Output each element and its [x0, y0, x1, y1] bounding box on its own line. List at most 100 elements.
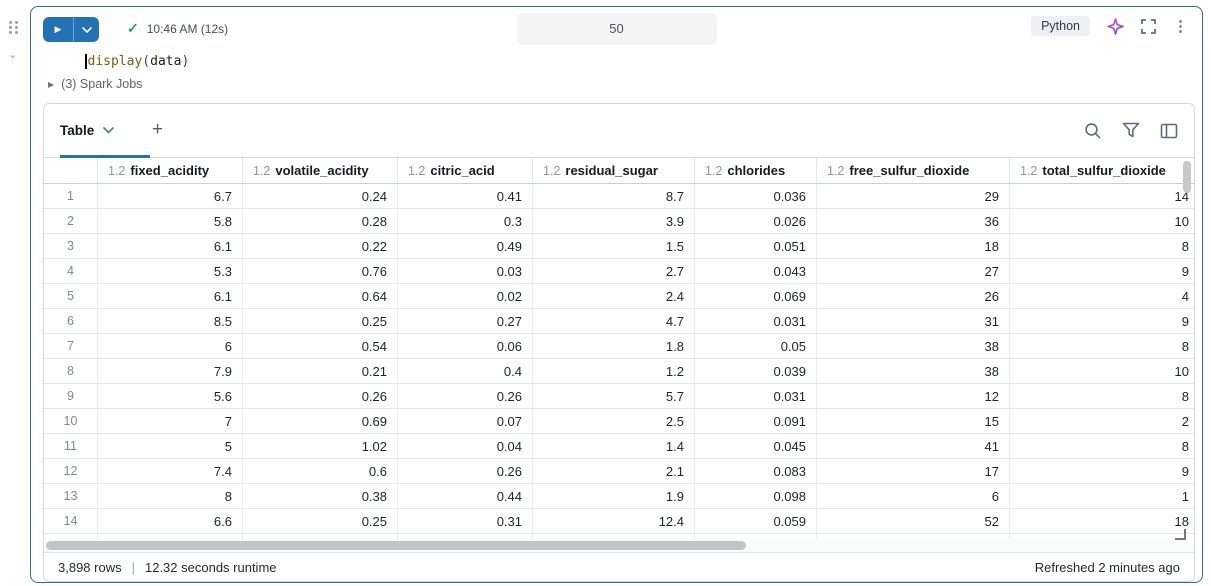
table-row[interactable]: 3 6.1 0.22 0.49 1.5 0.051 18 8 — [44, 234, 1194, 259]
table-cell[interactable]: 0.06 — [398, 334, 533, 358]
table-cell[interactable]: 9 — [1010, 259, 1194, 283]
table-cell[interactable]: 8 — [1010, 234, 1194, 258]
table-cell[interactable]: 0.38 — [243, 484, 398, 508]
column-header-volatile_acidity[interactable]: 1.2 volatile_acidity — [243, 158, 398, 183]
row-number-cell[interactable]: 5 — [44, 284, 98, 308]
table-cell[interactable]: 8.5 — [98, 309, 243, 333]
table-cell[interactable]: 5.8 — [98, 209, 243, 233]
table-cell[interactable]: 0.036 — [695, 184, 817, 208]
table-cell[interactable]: 5 — [98, 434, 243, 458]
table-cell[interactable]: 7 — [98, 409, 243, 433]
table-cell[interactable]: 9 — [1010, 309, 1194, 333]
language-selector[interactable]: Python — [1031, 16, 1090, 36]
table-cell[interactable]: 0.03 — [398, 259, 533, 283]
row-number-cell[interactable]: 1 — [44, 184, 98, 208]
table-cell[interactable]: 3.9 — [533, 209, 695, 233]
results-resize-handle[interactable] — [1175, 529, 1186, 540]
table-cell[interactable]: 0.28 — [243, 209, 398, 233]
table-cell[interactable]: 1.2 — [533, 359, 695, 383]
fullscreen-icon[interactable] — [1141, 18, 1156, 34]
table-cell[interactable]: 6 — [817, 484, 1010, 508]
table-cell[interactable]: 1.9 — [533, 484, 695, 508]
table-row[interactable]: 7 6 0.54 0.06 1.8 0.05 38 8 — [44, 334, 1194, 359]
table-cell[interactable]: 1.02 — [243, 434, 398, 458]
table-cell[interactable]: 0.26 — [398, 384, 533, 408]
table-cell[interactable]: 38 — [817, 359, 1010, 383]
table-cell[interactable]: 0.3 — [398, 209, 533, 233]
table-cell[interactable]: 17 — [817, 459, 1010, 483]
table-cell[interactable]: 0.4 — [398, 359, 533, 383]
drag-handle-icon[interactable] — [9, 21, 18, 34]
table-cell[interactable]: 0.091 — [695, 409, 817, 433]
table-cell[interactable]: 2 — [1010, 409, 1194, 433]
table-cell[interactable]: 0.24 — [243, 184, 398, 208]
row-number-cell[interactable]: 6 — [44, 309, 98, 333]
table-row[interactable]: 14 6.6 0.25 0.31 12.4 0.059 52 18 — [44, 509, 1194, 534]
table-cell[interactable]: 41 — [817, 434, 1010, 458]
table-cell[interactable]: 8 — [1010, 434, 1194, 458]
table-cell[interactable]: 0.44 — [398, 484, 533, 508]
table-cell[interactable]: 29 — [817, 184, 1010, 208]
row-number-cell[interactable]: 9 — [44, 384, 98, 408]
row-number-cell[interactable]: 7 — [44, 334, 98, 358]
table-cell[interactable]: 4 — [1010, 284, 1194, 308]
table-cell[interactable]: 2.4 — [533, 284, 695, 308]
table-cell[interactable]: 0.25 — [243, 309, 398, 333]
table-cell[interactable]: 7.4 — [98, 459, 243, 483]
table-cell[interactable]: 0.26 — [398, 459, 533, 483]
table-cell[interactable]: 2.7 — [533, 259, 695, 283]
table-cell[interactable]: 6.1 — [98, 284, 243, 308]
table-cell[interactable]: 0.31 — [398, 509, 533, 533]
table-cell[interactable]: 8.7 — [533, 184, 695, 208]
table-cell[interactable]: 0.21 — [243, 359, 398, 383]
table-cell[interactable]: 0.49 — [398, 234, 533, 258]
table-cell[interactable]: 18 — [1010, 509, 1194, 533]
table-cell[interactable]: 6.6 — [98, 509, 243, 533]
search-icon[interactable] — [1084, 122, 1102, 140]
play-icon[interactable]: ▶ — [54, 24, 62, 34]
table-cell[interactable]: 1.5 — [533, 234, 695, 258]
table-cell[interactable]: 0.031 — [695, 309, 817, 333]
table-row[interactable]: 13 8 0.38 0.44 1.9 0.098 6 1 — [44, 484, 1194, 509]
row-number-cell[interactable]: 3 — [44, 234, 98, 258]
table-cell[interactable]: 0.26 — [243, 384, 398, 408]
collapse-cell-chevron-icon[interactable]: ⌄ — [8, 49, 18, 61]
table-cell[interactable]: 0.69 — [243, 409, 398, 433]
row-number-cell[interactable]: 8 — [44, 359, 98, 383]
table-cell[interactable]: 0.27 — [398, 309, 533, 333]
add-visualization-button[interactable]: + — [152, 119, 164, 140]
side-panel-icon[interactable] — [1160, 123, 1178, 139]
tab-options-chevron-icon[interactable] — [103, 125, 115, 137]
table-cell[interactable]: 0.05 — [695, 334, 817, 358]
table-cell[interactable]: 8 — [1010, 384, 1194, 408]
table-row[interactable]: 4 5.3 0.76 0.03 2.7 0.043 27 9 — [44, 259, 1194, 284]
column-header-citric_acid[interactable]: 1.2 citric_acid — [398, 158, 533, 183]
table-cell[interactable]: 36 — [817, 209, 1010, 233]
row-number-cell[interactable]: 13 — [44, 484, 98, 508]
table-cell[interactable]: 4.7 — [533, 309, 695, 333]
column-header-residual_sugar[interactable]: 1.2 residual_sugar — [533, 158, 695, 183]
run-options-chevron-icon[interactable] — [73, 17, 99, 42]
row-number-cell[interactable]: 11 — [44, 434, 98, 458]
table-cell[interactable]: 2.5 — [533, 409, 695, 433]
table-cell[interactable]: 1 — [1010, 484, 1194, 508]
row-number-cell[interactable]: 2 — [44, 209, 98, 233]
table-row[interactable]: 12 7.4 0.6 0.26 2.1 0.083 17 9 — [44, 459, 1194, 484]
table-cell[interactable]: 0.6 — [243, 459, 398, 483]
table-cell[interactable]: 0.083 — [695, 459, 817, 483]
table-cell[interactable]: 0.76 — [243, 259, 398, 283]
table-cell[interactable]: 1.4 — [533, 434, 695, 458]
table-row[interactable]: 1 6.7 0.24 0.41 8.7 0.036 29 14 — [44, 184, 1194, 209]
table-row[interactable]: 2 5.8 0.28 0.3 3.9 0.026 36 10 — [44, 209, 1194, 234]
row-number-cell[interactable]: 10 — [44, 409, 98, 433]
column-header-fixed_acidity[interactable]: 1.2 fixed_acidity — [98, 158, 243, 183]
table-cell[interactable]: 0.026 — [695, 209, 817, 233]
table-cell[interactable]: 8 — [1010, 334, 1194, 358]
table-cell[interactable]: 5.7 — [533, 384, 695, 408]
table-cell[interactable]: 27 — [817, 259, 1010, 283]
filter-icon[interactable] — [1122, 122, 1140, 139]
table-cell[interactable]: 5.3 — [98, 259, 243, 283]
table-cell[interactable]: 0.098 — [695, 484, 817, 508]
code-editor-line[interactable]: display(data) — [31, 51, 1202, 73]
vertical-scrollbar-thumb[interactable] — [1183, 161, 1191, 193]
